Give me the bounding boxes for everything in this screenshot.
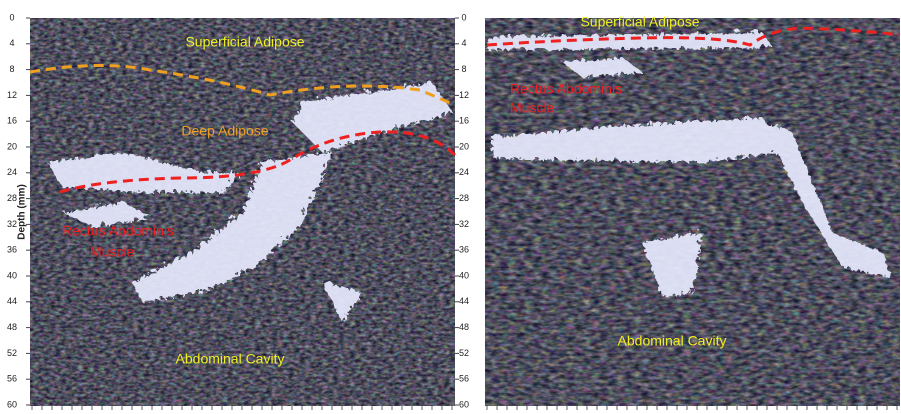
y-tick-label: 8 — [9, 64, 14, 74]
right-image — [485, 18, 901, 406]
y-tick-label: 16 — [459, 116, 469, 126]
echo — [130, 150, 330, 300]
region-label: Deep Adipose — [181, 123, 268, 139]
region-label: Muscle — [90, 244, 135, 260]
y-tick-label: 44 — [7, 296, 17, 306]
y-tick-label: 60 — [459, 399, 469, 409]
echo-regions — [485, 30, 890, 295]
echo — [290, 80, 450, 150]
y-tick-label: 48 — [459, 322, 469, 332]
echo — [560, 55, 640, 75]
y-tick-label: 20 — [7, 141, 17, 151]
echo — [60, 200, 150, 225]
region-label: Rectus Abdominis — [510, 81, 622, 97]
region-label: Rectus Abdominis — [62, 223, 174, 239]
y-tick-label: 4 — [461, 38, 466, 48]
echo — [45, 150, 240, 190]
boundary-line — [29, 63, 456, 107]
y-tick-label: 56 — [7, 374, 17, 384]
y-tick-label: 8 — [461, 64, 466, 74]
y-tick-label: 4 — [9, 38, 14, 48]
echo — [320, 280, 360, 320]
y-tick-label: 16 — [7, 116, 17, 126]
y-tick-label: 40 — [459, 270, 469, 280]
y-tick-label: 28 — [459, 193, 469, 203]
echo — [640, 230, 700, 295]
y-tick-label: 24 — [7, 167, 17, 177]
region-label: Abdominal Cavity — [176, 351, 285, 367]
left-image — [29, 18, 457, 406]
y-tick-label: 12 — [459, 90, 469, 100]
y-tick-label: 48 — [7, 322, 17, 332]
region-label: Superficial Adipose — [185, 34, 304, 50]
y-tick-label: 12 — [7, 90, 17, 100]
y-tick-label: 0 — [9, 12, 14, 22]
echo — [760, 120, 890, 275]
y-tick-label: 36 — [459, 245, 469, 255]
y-tick-label: 28 — [7, 193, 17, 203]
y-tick-label: 40 — [7, 270, 17, 280]
axis-label: Depth (mm) — [17, 184, 28, 240]
echo — [490, 115, 780, 160]
y-tick-label: 0 — [461, 12, 466, 22]
boundary-line — [59, 130, 457, 194]
echo-regions — [45, 80, 450, 320]
y-tick-label: 52 — [7, 348, 17, 358]
boundary-line — [486, 26, 901, 47]
y-tick-label: 32 — [459, 219, 469, 229]
echo — [485, 30, 770, 48]
y-tick-label: 56 — [459, 374, 469, 384]
y-tick-label: 36 — [7, 245, 17, 255]
image-speckle — [485, 18, 900, 406]
y-tick-label: 60 — [7, 399, 17, 409]
y-tick-label: 52 — [459, 348, 469, 358]
region-label: Superficial Adipose — [580, 14, 699, 30]
y-tick-label: 20 — [459, 141, 469, 151]
region-label: Abdominal Cavity — [618, 333, 727, 349]
y-tick-label: 24 — [459, 167, 469, 177]
y-tick-label: 44 — [459, 296, 469, 306]
y-tick-label: 32 — [7, 219, 17, 229]
region-label: Muscle — [510, 100, 555, 116]
